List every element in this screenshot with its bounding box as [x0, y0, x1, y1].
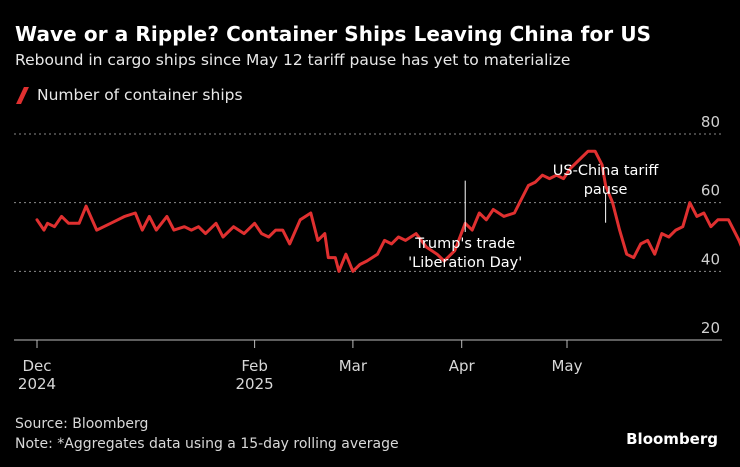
- y-tick-label: 20: [701, 319, 720, 337]
- bloomberg-logo: Bloomberg: [626, 430, 718, 448]
- y-tick-label: 80: [701, 113, 720, 131]
- legend: Number of container ships: [15, 86, 243, 104]
- source-text: Source: Bloomberg: [15, 416, 149, 432]
- y-tick-label: 40: [701, 250, 720, 268]
- note-text: Note: *Aggregates data using a 15-day ro…: [15, 436, 399, 452]
- chart-title: Wave or a Ripple? Container Ships Leavin…: [15, 22, 652, 46]
- annotation-line: pause: [584, 182, 628, 198]
- y-tick-label: 60: [701, 182, 720, 200]
- x-tick-sublabel: 2025: [236, 375, 274, 393]
- annotation-label: US-China tariff pause: [553, 163, 660, 198]
- x-tick-label: Feb: [241, 357, 268, 375]
- x-tick-label: Dec: [22, 357, 51, 375]
- x-tick-sublabel: 2024: [18, 375, 56, 393]
- chart-subtitle: Rebound in cargo ships since May 12 tari…: [15, 51, 571, 69]
- series-layer: [35, 149, 740, 273]
- annotation-layer: Trump's trade 'Liberation Day' US-China ta…: [408, 163, 659, 271]
- x-tick-label: Apr: [449, 357, 476, 375]
- annotation-label: Trump's trade 'Liberation Day': [408, 236, 522, 271]
- annotation-line: US-China tariff: [553, 163, 660, 179]
- legend-label: Number of container ships: [37, 86, 243, 104]
- x-tick-label: May: [551, 357, 582, 375]
- x-tick-label: Mar: [339, 357, 368, 375]
- annotation-line: Trump's trade: [414, 236, 515, 252]
- series-line: [35, 149, 740, 273]
- annotation-line: 'Liberation Day': [408, 255, 522, 271]
